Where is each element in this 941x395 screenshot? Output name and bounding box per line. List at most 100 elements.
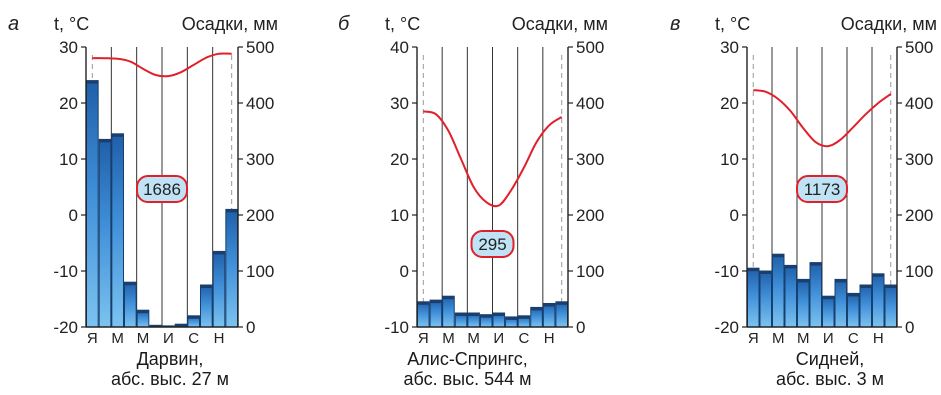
station-elevation-darwin: абс. выс. 27 м: [110, 369, 230, 389]
chart-panel-darwin: а t, °C Осадки, мм 30 20 10 0 -10 -20 500 400 300 20…: [0, 0, 300, 395]
precipitation-tick-label: 100: [905, 262, 933, 281]
precipitation-bar: [784, 264, 797, 328]
temperature-tick-label: 10: [390, 206, 409, 225]
precipitation-bar: [859, 284, 872, 328]
precipitation-bar-cap: [455, 313, 467, 316]
total-precipitation-badge: [136, 175, 188, 203]
precipitation-bar: [884, 284, 897, 328]
precipitation-tick-label: 100: [576, 262, 604, 281]
precipitation-bar-cap: [860, 285, 872, 288]
temperature-tick-label: 0: [730, 206, 739, 225]
total-precipitation-badge: [796, 175, 848, 203]
panel-letter: б: [338, 13, 350, 35]
station-caption-sydney: Сидней, абс. выс. 3 м: [730, 349, 930, 389]
total-precipitation-value: 1686: [143, 180, 181, 199]
climate-chart-sydney: в t, °C Осадки, мм3020100-10-2050040030020…: [670, 13, 937, 347]
precipitation-tick-label: 200: [905, 206, 933, 225]
precipitation-bar-cap: [467, 313, 480, 316]
precipitation-bar: [555, 301, 569, 328]
precipitation-bar: [809, 262, 822, 328]
climate-chart-darwin: а t, °C Осадки, мм3020100-10-2050040030020…: [8, 13, 278, 347]
precipitation-bar-cap: [543, 303, 555, 307]
precipitation-bar-cap: [835, 279, 847, 283]
precipitation-bar-cap: [417, 301, 430, 305]
precipitation-bar-cap: [111, 133, 124, 137]
precipitation-bar: [834, 278, 847, 328]
precipitation-bar-cap: [430, 300, 442, 304]
precipitation-tick-label: 500: [905, 38, 933, 57]
precipitation-axis-label: Осадки, мм: [182, 14, 278, 34]
precipitation-bar-cap: [137, 310, 149, 314]
precipitation-bar-cap: [530, 307, 543, 311]
precipitation-bar-cap: [847, 293, 859, 297]
precipitation-bar-cap: [810, 262, 822, 266]
month-label: М: [442, 330, 455, 347]
precipitation-bar-cap: [518, 315, 530, 319]
temperature-axis-label: t, °C: [715, 14, 750, 34]
precipitation-bar: [98, 138, 112, 328]
temperature-tick-label: 0: [69, 206, 78, 225]
station-elevation-alice-springs: абс. выс. 544 м: [403, 369, 532, 389]
station-name-darwin: Дарвин,: [136, 349, 204, 369]
precipitation-bar-cap: [785, 265, 797, 269]
temperature-tick-label: -20: [714, 318, 739, 337]
precipitation-bar-cap: [99, 139, 111, 143]
precipitation-bar: [747, 267, 760, 328]
precipitation-bar-cap: [885, 285, 897, 288]
precipitation-bar: [429, 299, 443, 328]
precipitation-tick-label: 0: [576, 318, 585, 337]
precipitation-bar-cap: [797, 279, 809, 283]
precipitation-bar-cap: [86, 80, 99, 84]
precipitation-bar-cap: [124, 282, 137, 286]
precipitation-axis-label: Осадки, мм: [841, 14, 937, 34]
temperature-tick-label: 20: [720, 94, 739, 113]
precipitation-bar-cap: [493, 313, 505, 316]
month-label: Н: [214, 330, 225, 347]
precipitation-bar: [111, 133, 125, 328]
temperature-tick-label: 20: [390, 150, 409, 169]
precipitation-tick-label: 300: [905, 150, 933, 169]
precipitation-bar: [200, 284, 213, 328]
precipitation-bar: [872, 273, 885, 328]
temperature-tick-label: -10: [384, 318, 409, 337]
temperature-line: [92, 52, 232, 78]
station-caption-darwin: Дарвин, абс. выс. 27 м: [80, 349, 260, 389]
precipitation-bar-cap: [442, 296, 455, 300]
precipitation-tick-label: 300: [576, 150, 604, 169]
month-label: Н: [544, 330, 555, 347]
temperature-axis-label: t, °C: [54, 14, 89, 34]
precipitation-tick-label: 500: [576, 38, 604, 57]
precipitation-bar-cap: [505, 316, 518, 320]
temperature-tick-label: 10: [720, 150, 739, 169]
temperature-axis-label: t, °C: [385, 14, 420, 34]
precipitation-bar-cap: [175, 324, 187, 327]
precipitation-tick-label: 500: [246, 38, 274, 57]
climate-chart-alice-springs: б t, °C Осадки, мм403020100-10500400300200…: [338, 13, 608, 347]
month-label: С: [188, 330, 199, 347]
precipitation-bar-cap: [872, 273, 884, 277]
temperature-tick-label: 30: [720, 38, 739, 57]
temperature-line: [753, 89, 892, 148]
precipitation-bar-cap: [225, 209, 238, 213]
total-precipitation-value: 295: [478, 235, 506, 254]
precipitation-bar-cap: [822, 296, 834, 300]
temperature-tick-label: 0: [400, 262, 409, 281]
precipitation-tick-label: 400: [246, 94, 274, 113]
precipitation-bar-cap: [213, 251, 225, 255]
precipitation-bar: [797, 278, 810, 328]
temperature-tick-label: -20: [53, 318, 78, 337]
precipitation-axis-label: Осадки, мм: [512, 14, 608, 34]
month-label: Я: [87, 330, 98, 347]
chart-panel-sydney: в t, °C Осадки, мм 30 20 10 0 -10 -20 500 400 300 20…: [640, 0, 940, 395]
precipitation-bar: [542, 302, 556, 328]
month-label: Н: [873, 330, 884, 347]
total-precipitation-value: 1173: [804, 180, 841, 199]
temperature-tick-label: 10: [59, 150, 78, 169]
month-label: М: [111, 330, 124, 347]
precipitation-bar: [759, 270, 772, 328]
panel-letter: в: [670, 13, 680, 35]
precipitation-bar: [442, 295, 455, 328]
precipitation-bar-cap: [480, 314, 492, 318]
precipitation-bar-cap: [772, 254, 784, 258]
precipitation-bar-cap: [149, 325, 162, 327]
